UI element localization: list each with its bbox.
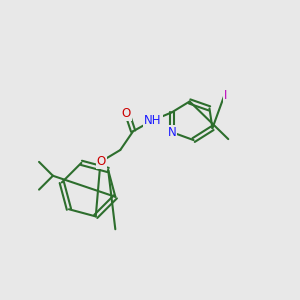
Text: N: N xyxy=(167,126,176,139)
Text: O: O xyxy=(122,107,131,120)
Text: I: I xyxy=(224,89,227,102)
Text: NH: NH xyxy=(144,114,162,127)
Text: O: O xyxy=(97,155,106,168)
